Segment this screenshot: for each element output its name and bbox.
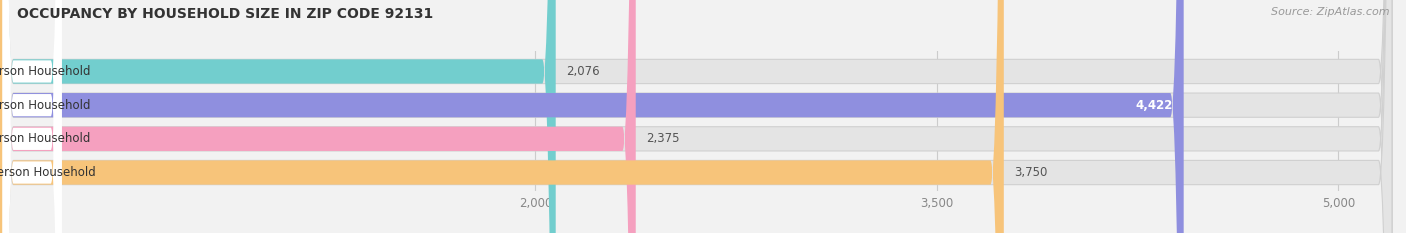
FancyBboxPatch shape: [0, 0, 555, 233]
Text: 1-Person Household: 1-Person Household: [0, 65, 91, 78]
FancyBboxPatch shape: [3, 0, 62, 233]
Text: OCCUPANCY BY HOUSEHOLD SIZE IN ZIP CODE 92131: OCCUPANCY BY HOUSEHOLD SIZE IN ZIP CODE …: [17, 7, 433, 21]
Text: 2-Person Household: 2-Person Household: [0, 99, 91, 112]
FancyBboxPatch shape: [0, 0, 1184, 233]
Text: 4,422: 4,422: [1136, 99, 1173, 112]
Text: 3-Person Household: 3-Person Household: [0, 132, 91, 145]
FancyBboxPatch shape: [0, 0, 1004, 233]
FancyBboxPatch shape: [3, 0, 62, 233]
FancyBboxPatch shape: [3, 0, 62, 233]
FancyBboxPatch shape: [0, 0, 636, 233]
Text: Source: ZipAtlas.com: Source: ZipAtlas.com: [1271, 7, 1389, 17]
Text: 4+ Person Household: 4+ Person Household: [0, 166, 96, 179]
Text: 2,076: 2,076: [567, 65, 600, 78]
Text: 3,750: 3,750: [1015, 166, 1047, 179]
FancyBboxPatch shape: [3, 0, 62, 233]
Text: 2,375: 2,375: [647, 132, 681, 145]
